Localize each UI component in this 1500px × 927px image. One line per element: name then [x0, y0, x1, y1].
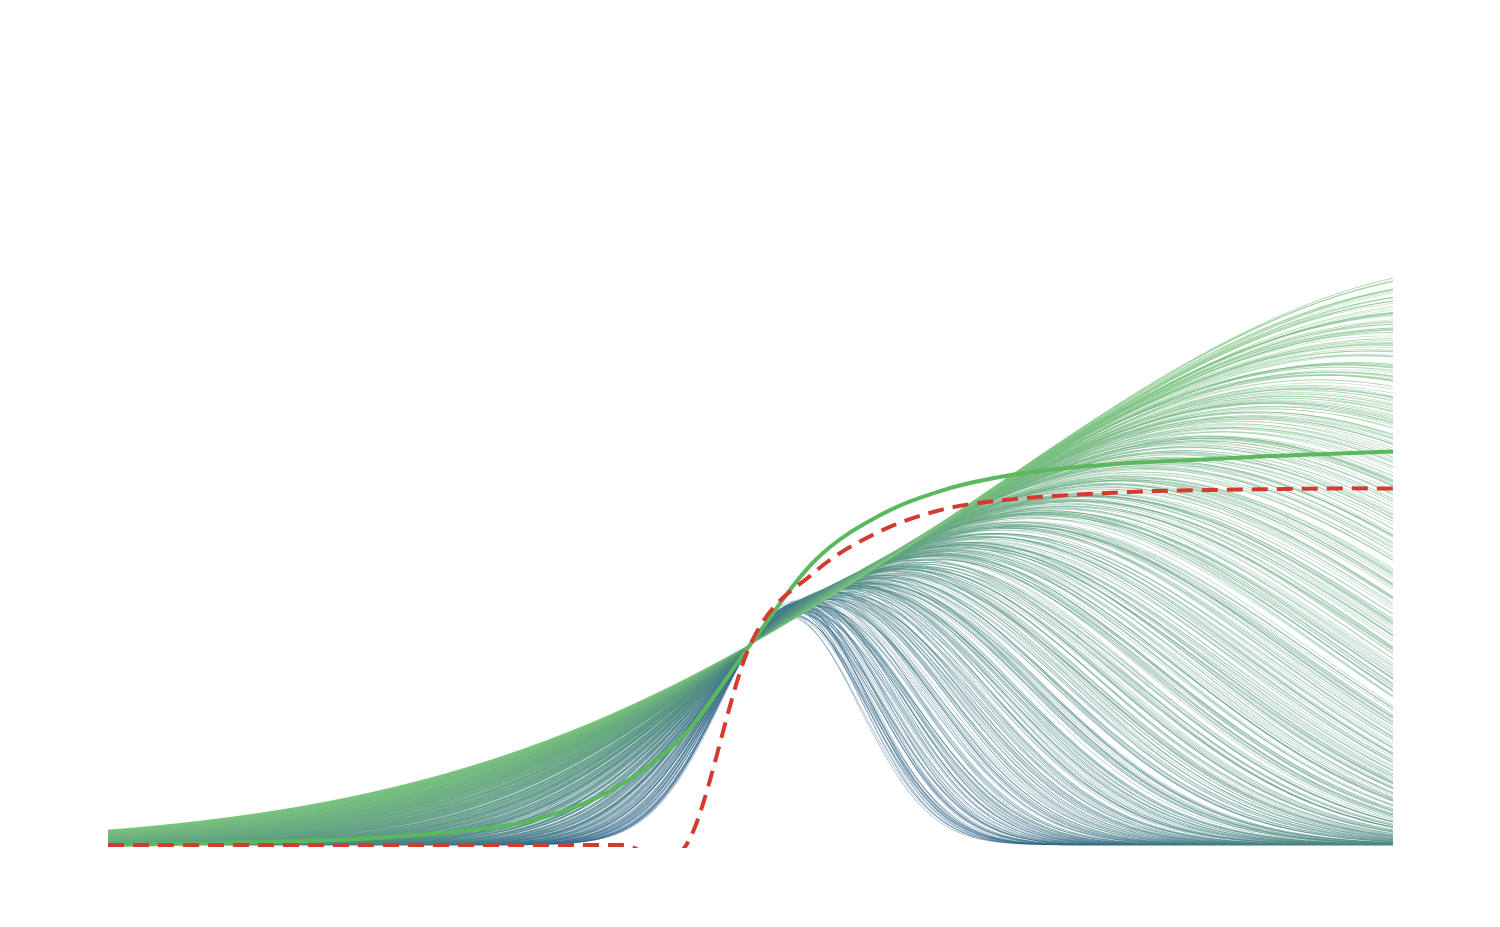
ensemble-curve [108, 329, 1393, 834]
ensemble-curve [108, 527, 1393, 845]
ensemble-curve [108, 495, 1393, 842]
ensemble-curve [108, 551, 1393, 845]
ensemble-curve [108, 497, 1393, 842]
ensemble-curve [108, 436, 1393, 839]
ensemble-curve [108, 506, 1393, 843]
ensemble-curve [108, 528, 1393, 845]
ensemble-curve [108, 549, 1393, 845]
ensemble-curve [108, 577, 1393, 846]
ensemble-curve [108, 403, 1393, 837]
ensemble-curve [108, 338, 1393, 833]
ensemble-curve [108, 551, 1393, 845]
ensemble-curve [108, 457, 1393, 840]
ensemble-curve [108, 548, 1393, 845]
ensemble-curve [108, 542, 1393, 845]
ensemble-curve [108, 577, 1393, 846]
ensemble-curve [108, 439, 1393, 839]
ensemble-curve [108, 521, 1393, 844]
solid-series-line [108, 449, 1393, 847]
summary-series [108, 449, 1393, 848]
ensemble-curve [108, 362, 1393, 834]
ensemble-curve [108, 517, 1393, 844]
ensemble-curve [108, 335, 1393, 834]
ensemble-curve [108, 544, 1393, 845]
ensemble-curve [108, 321, 1393, 832]
ensemble-curve [108, 440, 1393, 839]
ensemble-curve [108, 527, 1393, 845]
ensemble-curve [108, 425, 1393, 838]
ensemble-curve [108, 547, 1393, 845]
ensemble-curve [108, 363, 1393, 835]
ensemble-curve [108, 467, 1393, 841]
ensemble-curve [108, 529, 1393, 845]
ensemble-curve [108, 321, 1393, 833]
ensemble-curves [108, 277, 1393, 846]
ensemble-curve [108, 466, 1393, 841]
ensemble-curve [108, 418, 1393, 838]
ensemble-curve [108, 541, 1393, 845]
ensemble-curve [108, 553, 1393, 845]
ensemble-curve [108, 545, 1393, 845]
ensemble-curve [108, 542, 1393, 845]
ensemble-curve [108, 484, 1393, 842]
ensemble-curve [108, 542, 1393, 845]
ensemble-curve [108, 350, 1393, 834]
ensemble-curve [108, 522, 1393, 844]
ensemble-curve [108, 565, 1393, 846]
ensemble-curve [108, 554, 1393, 846]
ensemble-curve [108, 522, 1393, 844]
ensemble-curve [108, 436, 1393, 839]
ensemble-curve [108, 544, 1393, 845]
ensemble-curve [108, 549, 1393, 846]
ensemble-curve [108, 577, 1393, 846]
ensemble-curve [108, 504, 1393, 843]
ensemble-curve [108, 565, 1393, 846]
ensemble-curve [108, 363, 1393, 834]
ensemble-curve [108, 468, 1393, 841]
ensemble-curve [108, 389, 1393, 836]
ensemble-curve [108, 552, 1393, 846]
ensemble-curve [108, 427, 1393, 838]
ensemble-curve [108, 521, 1393, 845]
ensemble-curve [108, 379, 1393, 835]
ensemble-curve [108, 521, 1393, 844]
ensemble-curve [108, 551, 1393, 845]
ensemble-curve [108, 462, 1393, 841]
ensemble-curve [108, 564, 1393, 846]
ensemble-curve [108, 576, 1393, 846]
ensemble-curve [108, 551, 1393, 845]
ensemble-curve [108, 374, 1393, 836]
ensemble-curve [108, 549, 1393, 845]
ensemble-curve [108, 488, 1393, 842]
ensemble-curve [108, 552, 1393, 846]
ensemble-curve [108, 553, 1393, 846]
ensemble-curve [108, 546, 1393, 845]
ensemble-curve [108, 321, 1393, 833]
ensemble-curve [108, 463, 1393, 841]
